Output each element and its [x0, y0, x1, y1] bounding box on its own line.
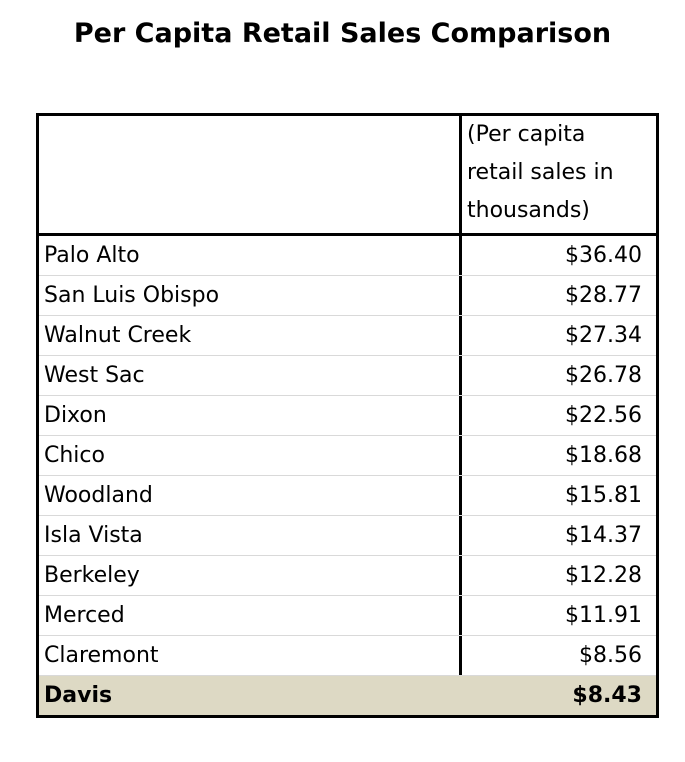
sales-value-cell: $26.78	[565, 363, 642, 388]
city-cell: Walnut Creek	[44, 323, 192, 348]
city-cell: Davis	[44, 683, 113, 708]
city-cell: Woodland	[44, 483, 153, 508]
table-row: Berkeley $12.28	[39, 556, 656, 596]
sales-value-cell: $28.77	[565, 283, 642, 308]
page-title: Per Capita Retail Sales Comparison	[73, 18, 612, 49]
city-cell: West Sac	[44, 363, 145, 388]
table-row: Merced $11.91	[39, 596, 656, 636]
table-row: San Luis Obispo $28.77	[39, 276, 656, 316]
table-row: West Sac $26.78	[39, 356, 656, 396]
sales-value-cell: $27.34	[565, 323, 642, 348]
table-row: Chico $18.68	[39, 436, 656, 476]
sales-value-cell: $15.81	[565, 483, 642, 508]
sales-value-cell: $12.28	[565, 563, 642, 588]
sales-value-cell: $8.43	[572, 683, 642, 708]
sales-value-cell: $36.40	[565, 243, 642, 268]
table-row: Isla Vista $14.37	[39, 516, 656, 556]
retail-sales-table: (Per capita retail sales in thousands) P…	[36, 113, 659, 718]
city-cell: Palo Alto	[44, 243, 140, 268]
table-row: Claremont $8.56	[39, 636, 656, 676]
city-cell: Berkeley	[44, 563, 140, 588]
header-value-line: thousands)	[467, 198, 590, 223]
table-row: Palo Alto $36.40	[39, 236, 656, 276]
table-row: Walnut Creek $27.34	[39, 316, 656, 356]
header-value-line: retail sales in	[467, 160, 614, 185]
table-header-row: (Per capita retail sales in thousands)	[39, 116, 656, 236]
table-row-highlighted: Davis $8.43	[39, 676, 656, 715]
sales-value-cell: $11.91	[565, 603, 642, 628]
sales-value-cell: $22.56	[565, 403, 642, 428]
table-row: Woodland $15.81	[39, 476, 656, 516]
column-divider	[459, 116, 462, 715]
city-cell: Isla Vista	[44, 523, 143, 548]
city-cell: Chico	[44, 443, 105, 468]
city-cell: San Luis Obispo	[44, 283, 220, 308]
table-body: Palo Alto $36.40 San Luis Obispo $28.77 Waln…	[39, 236, 656, 715]
sales-value-cell: $18.68	[565, 443, 642, 468]
sales-value-cell: $8.56	[579, 643, 642, 668]
header-value-cell: (Per capita retail sales in thousands)	[462, 116, 656, 233]
city-cell: Claremont	[44, 643, 159, 668]
table-row: Dixon $22.56	[39, 396, 656, 436]
sales-value-cell: $14.37	[565, 523, 642, 548]
city-cell: Dixon	[44, 403, 107, 428]
header-value-line: (Per capita	[467, 122, 586, 147]
header-city-cell	[39, 116, 459, 233]
city-cell: Merced	[44, 603, 125, 628]
